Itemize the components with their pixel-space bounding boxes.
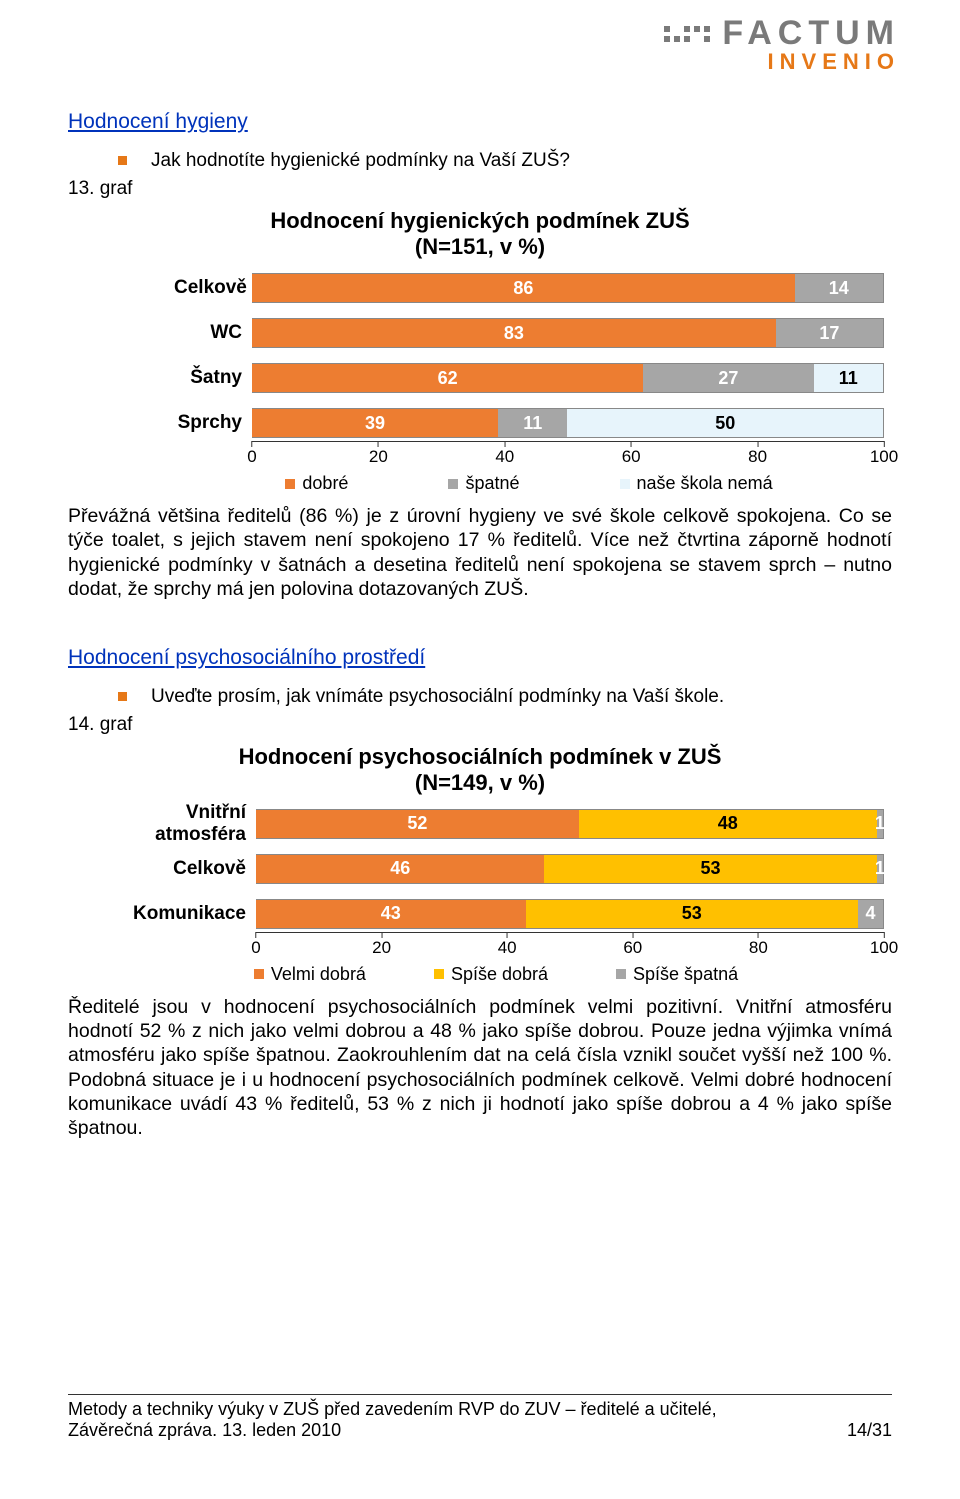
legend-label: špatné — [465, 473, 519, 494]
bar-track: 46531 — [256, 854, 884, 884]
chart-row: Šatny622711 — [174, 360, 884, 396]
footer: Metody a techniky výuky v ZUŠ před zaved… — [68, 1394, 892, 1441]
x-tick: 0 — [247, 441, 256, 467]
graf2-label: 14. graf — [68, 714, 892, 736]
legend-item: Spíše špatná — [616, 964, 738, 985]
bar-segment: 11 — [498, 409, 567, 437]
x-tick: 40 — [495, 441, 514, 467]
chart-row: Komunikace43534 — [108, 896, 884, 932]
bar-track: 8317 — [252, 318, 884, 348]
bullet2: Uveďte prosím, jak vnímáte psychosociáln… — [118, 686, 892, 708]
legend-swatch — [620, 479, 630, 489]
bar-segment: 48 — [579, 810, 877, 838]
legend-swatch — [448, 479, 458, 489]
bar-segment: 83 — [252, 319, 776, 347]
logo-dots-icon — [662, 24, 712, 44]
chart-row: Celkově8614 — [174, 270, 884, 306]
legend-swatch — [616, 969, 626, 979]
bar-segment: 46 — [256, 855, 544, 883]
x-axis: 020406080100 — [252, 441, 884, 471]
legend: Velmi dobrá Spíše dobrá Spíše špatná — [108, 964, 884, 985]
x-tick: 40 — [498, 932, 517, 958]
chart1-title: Hodnocení hygienických podmínek ZUŠ — [68, 208, 892, 234]
row-label: Celkově — [174, 277, 252, 299]
bar-segment: 50 — [567, 409, 883, 437]
x-tick: 0 — [251, 932, 260, 958]
bar-track: 391150 — [252, 408, 884, 438]
bar-track: 8614 — [252, 273, 884, 303]
bar-segment: 1 — [877, 855, 883, 883]
legend-label: Velmi dobrá — [271, 964, 366, 985]
row-label: Vnitřní atmosféra — [108, 802, 256, 846]
bullet1-text: Jak hodnotíte hygienické podmínky na Vaš… — [151, 150, 570, 172]
legend-item: špatné — [448, 473, 519, 494]
bar-segment: 17 — [776, 319, 883, 347]
graf1-label: 13. graf — [68, 178, 892, 200]
bar-track: 622711 — [252, 363, 884, 393]
x-tick: 20 — [369, 441, 388, 467]
legend-item: Spíše dobrá — [434, 964, 548, 985]
x-tick: 60 — [622, 441, 641, 467]
chart-row: Sprchy391150 — [174, 405, 884, 441]
section2-heading: Hodnocení psychosociálního prostředí — [68, 646, 892, 670]
row-label: Sprchy — [174, 412, 252, 434]
bar-segment: 86 — [252, 274, 795, 302]
bar-track: 52481 — [256, 809, 884, 839]
bar-track: 43534 — [256, 899, 884, 929]
footer-line1: Metody a techniky výuky v ZUŠ před zaved… — [68, 1399, 717, 1420]
chart1-subtitle: (N=151, v %) — [68, 234, 892, 260]
x-tick: 60 — [623, 932, 642, 958]
bar-segment: 62 — [252, 364, 643, 392]
paragraph2: Ředitelé jsou v hodnocení psychosociální… — [68, 995, 892, 1141]
bar-segment: 1 — [877, 810, 883, 838]
chart-row: WC8317 — [174, 315, 884, 351]
legend-item: dobré — [285, 473, 348, 494]
legend-swatch — [285, 479, 295, 489]
bar-segment: 11 — [814, 364, 883, 392]
bullet-icon — [118, 156, 127, 165]
bar-segment: 4 — [858, 900, 883, 928]
legend: dobré špatné naše škola nemá — [174, 473, 884, 494]
bullet-icon — [118, 692, 127, 701]
x-tick: 80 — [748, 441, 767, 467]
bullet2-text: Uveďte prosím, jak vnímáte psychosociáln… — [151, 686, 724, 708]
x-axis: 020406080100 — [256, 932, 884, 962]
legend-swatch — [434, 969, 444, 979]
paragraph1: Převážná většina ředitelů (86 %) je z úr… — [68, 504, 892, 602]
bar-segment: 39 — [252, 409, 498, 437]
chart2: Vnitřní atmosféra52481Celkově46531Komuni… — [108, 806, 884, 985]
x-tick: 100 — [870, 441, 898, 467]
legend-label: dobré — [302, 473, 348, 494]
bar-segment: 53 — [544, 855, 876, 883]
chart-row: Celkově46531 — [108, 851, 884, 887]
bar-segment: 14 — [795, 274, 883, 302]
brand-logo: FACTUM INVENIO — [662, 14, 900, 75]
legend-item: Velmi dobrá — [254, 964, 366, 985]
chart1: Celkově8614WC8317Šatny622711Sprchy391150… — [174, 270, 884, 494]
row-label: WC — [174, 322, 252, 344]
legend-item: naše škola nemá — [620, 473, 773, 494]
chart2-subtitle: (N=149, v %) — [68, 770, 892, 796]
bar-segment: 53 — [526, 900, 858, 928]
row-label: Šatny — [174, 367, 252, 389]
chart2-title: Hodnocení psychosociálních podmínek v ZU… — [68, 744, 892, 770]
x-tick: 100 — [870, 932, 898, 958]
bar-segment: 27 — [643, 364, 813, 392]
bar-segment: 43 — [256, 900, 526, 928]
row-label: Komunikace — [108, 903, 256, 925]
bar-segment: 52 — [256, 810, 579, 838]
x-tick: 80 — [749, 932, 768, 958]
legend-label: naše škola nemá — [637, 473, 773, 494]
chart-row: Vnitřní atmosféra52481 — [108, 806, 884, 842]
section1-heading: Hodnocení hygieny — [68, 110, 892, 134]
logo-main: FACTUM — [722, 14, 900, 53]
legend-swatch — [254, 969, 264, 979]
row-label: Celkově — [108, 858, 256, 880]
page-number: 14/31 — [847, 1420, 892, 1441]
x-tick: 20 — [372, 932, 391, 958]
bullet1: Jak hodnotíte hygienické podmínky na Vaš… — [118, 150, 892, 172]
legend-label: Spíše dobrá — [451, 964, 548, 985]
footer-line2: Závěrečná zpráva. 13. leden 2010 — [68, 1420, 717, 1441]
legend-label: Spíše špatná — [633, 964, 738, 985]
